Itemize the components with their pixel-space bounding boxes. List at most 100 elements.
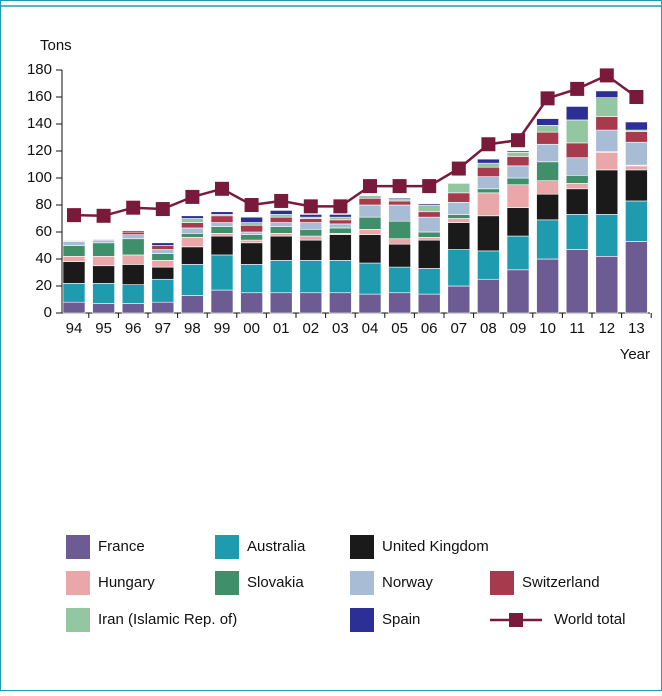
bar-segment [565, 119, 589, 144]
x-tick-label: 99 [214, 320, 231, 337]
bar-segment [181, 237, 204, 248]
bar-segment [506, 152, 530, 157]
bar-segment [388, 238, 411, 245]
line-marker [333, 199, 348, 214]
x-tick-label: 94 [66, 320, 83, 337]
line-marker [422, 179, 437, 194]
x-tick-label: 02 [302, 320, 319, 337]
x-tick-label: 00 [243, 320, 260, 337]
x-tick-label: 96 [125, 320, 142, 337]
line-marker [451, 161, 466, 176]
bar-segment [417, 204, 441, 213]
bar-segment [151, 242, 175, 246]
line-marker [215, 181, 229, 196]
x-tick-label: 09 [510, 320, 527, 337]
bar-segment [417, 237, 441, 241]
bar-segment [477, 215, 500, 252]
x-tick-label: 06 [421, 320, 438, 337]
bar-segment [536, 258, 559, 314]
bar-segment [358, 229, 382, 236]
line-marker [303, 199, 318, 214]
x-tick-label: 03 [332, 320, 349, 337]
bar-segment [417, 216, 441, 233]
bar-segment [565, 188, 589, 215]
bar-segment [299, 214, 323, 218]
bar-segment [240, 239, 263, 244]
legend-label: World total [554, 611, 625, 628]
bar-segment [506, 269, 530, 314]
bar-segment [329, 216, 352, 221]
bar-segment [595, 214, 619, 257]
bar-segment [358, 204, 382, 218]
bar-segment [121, 254, 145, 265]
y-axis-label: Tons [40, 37, 72, 54]
x-tick-label: 01 [273, 320, 290, 337]
bar-segment [210, 222, 234, 227]
legend-label: Norway [382, 574, 433, 591]
line-marker [392, 179, 407, 194]
bar-segment [536, 143, 559, 163]
bar-segment [269, 226, 293, 234]
bar-segment [565, 183, 589, 190]
bar-segment [595, 129, 619, 152]
bar-segment [269, 210, 293, 215]
y-tick-label: 20 [35, 277, 52, 294]
bar-segment [536, 125, 559, 133]
bar-segment [358, 234, 382, 264]
bar-segment [121, 284, 145, 304]
legend-label: France [98, 538, 145, 555]
bar-segment [299, 235, 323, 241]
bar-segment [210, 215, 234, 223]
legend-label: Switzerland [522, 574, 600, 591]
bar-segment [299, 239, 323, 261]
bar-segment [447, 214, 471, 219]
bar-segment [536, 161, 559, 182]
bar-segment [565, 175, 589, 184]
bar-segment [388, 266, 411, 294]
bar-segment [92, 238, 115, 240]
bar-segment [595, 169, 619, 215]
bar-segment [506, 165, 530, 179]
legend-label: Hungary [98, 574, 155, 591]
bar-segment [151, 278, 175, 303]
bar-segment [536, 180, 559, 195]
bar-segment [210, 233, 234, 237]
bar-segment [299, 218, 323, 223]
bar-segment [181, 233, 204, 238]
bar-segment [151, 301, 175, 314]
bar-segment [181, 227, 204, 234]
y-tick-label: 140 [27, 115, 52, 132]
x-tick-label: 13 [628, 320, 645, 337]
line-marker [540, 91, 555, 106]
bar-segment [269, 233, 293, 237]
bar-segment [329, 260, 352, 294]
bar-segment [181, 295, 204, 314]
x-tick-label: 98 [184, 320, 201, 337]
bar-segment [151, 245, 175, 250]
bar-segment [536, 219, 559, 260]
bar-segment [358, 197, 382, 206]
bar-segment [269, 216, 293, 223]
legend-swatch [350, 571, 374, 595]
bar-segment [240, 234, 263, 241]
bar-segment [358, 262, 382, 295]
line-marker [511, 133, 525, 148]
bar-segment [477, 192, 500, 217]
x-axis-label: Year [620, 346, 650, 363]
legend-label: Spain [382, 611, 420, 628]
bar-segment [240, 216, 263, 223]
bar-segment [329, 227, 352, 234]
y-tick-label: 120 [27, 142, 52, 159]
bar-segment [269, 214, 293, 218]
line-marker [599, 68, 614, 83]
bar-segment [151, 266, 175, 280]
line-marker [244, 198, 259, 212]
bar-segment [62, 241, 86, 246]
bar-segment [388, 243, 411, 268]
line-marker [67, 208, 81, 223]
bar-segment [181, 246, 204, 265]
bar-segment [92, 255, 115, 267]
y-tick-label: 40 [35, 250, 52, 267]
bar-segment [62, 261, 86, 284]
